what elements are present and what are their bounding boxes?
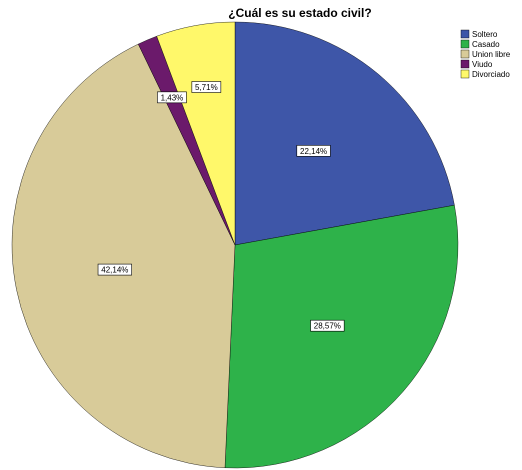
legend-swatch <box>460 69 470 79</box>
legend-swatch <box>460 29 470 39</box>
legend-label: Casado <box>472 40 500 49</box>
legend-label: Divorciado <box>472 70 510 79</box>
slice-label: 28,57% <box>314 322 341 331</box>
legend-swatch <box>460 59 470 69</box>
slice-label-box <box>310 319 345 332</box>
slice-label: 22,14% <box>300 147 327 156</box>
slice-label-box <box>191 81 222 93</box>
slice-label-box <box>97 263 132 276</box>
pie-slice-casado <box>224 204 459 469</box>
legend-swatch <box>460 49 470 59</box>
slice-labels: 22,14% 28,57% 42,14% 1,43% 5,71% <box>97 81 345 332</box>
slice-label: 5,71% <box>195 83 218 92</box>
pie-slice-soltero <box>234 21 455 246</box>
legend-label: Viudo <box>472 60 493 69</box>
legend-label: Union libre <box>472 50 511 59</box>
legend-swatch <box>460 39 470 49</box>
pie-slices <box>11 21 459 469</box>
slice-label-box <box>157 91 187 104</box>
pie-slice-divorciado <box>156 21 236 246</box>
chart-title: ¿Cuál es su estado civil? <box>228 6 371 20</box>
slice-label: 42,14% <box>101 266 128 275</box>
slice-label: 1,43% <box>161 93 184 102</box>
slice-label-box <box>296 145 331 157</box>
pie-slice-union-libre <box>11 43 236 468</box>
legend-label: Soltero <box>472 30 498 39</box>
